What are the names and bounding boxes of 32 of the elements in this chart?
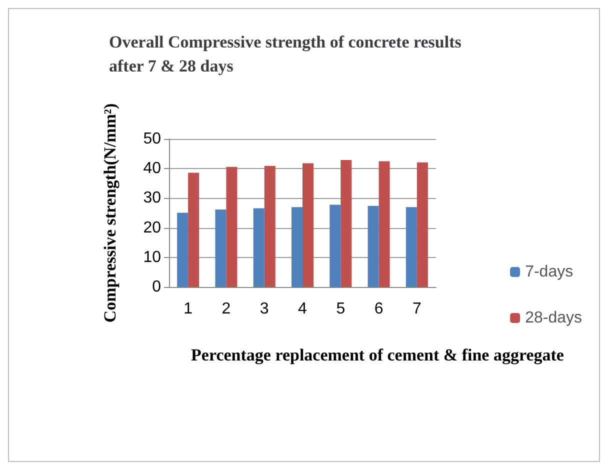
bar — [264, 166, 276, 287]
bar — [292, 207, 302, 287]
y-tick-label: 20 — [143, 219, 162, 236]
bar — [378, 161, 390, 287]
legend-label: 28-days — [525, 310, 582, 326]
legend-label: 7-days — [525, 264, 574, 280]
bar — [406, 207, 417, 287]
bar — [330, 204, 341, 287]
x-tick-label: 2 — [222, 300, 231, 318]
y-tick-label: 0 — [152, 278, 162, 296]
x-tick-label: 6 — [374, 300, 384, 318]
y-tick-label: 50 — [143, 130, 162, 148]
x-tick-label: 7 — [412, 300, 422, 318]
bar — [215, 209, 226, 287]
y-tick-label: 30 — [143, 190, 162, 207]
bar — [416, 162, 428, 287]
bar — [226, 166, 238, 287]
bar — [368, 206, 379, 287]
x-tick-label: 5 — [336, 300, 346, 318]
bar — [340, 160, 352, 287]
y-tick-label: 10 — [143, 248, 162, 266]
x-tick-label: 4 — [298, 300, 308, 318]
y-tick-label: 40 — [143, 160, 162, 178]
x-tick-label: 3 — [260, 300, 269, 318]
x-tick-label: 1 — [184, 300, 193, 318]
bar — [177, 212, 188, 287]
x-axis-title: Percentage replacement of cement & fine aggregate — [191, 346, 564, 364]
chart-title: Overall Compressive strength of concrete results after 7 & 28 days — [109, 32, 466, 76]
bar — [302, 163, 314, 287]
y-axis-title: Compressive strength(N/mm²) — [100, 103, 120, 323]
bar — [253, 208, 264, 287]
bar — [188, 172, 200, 287]
